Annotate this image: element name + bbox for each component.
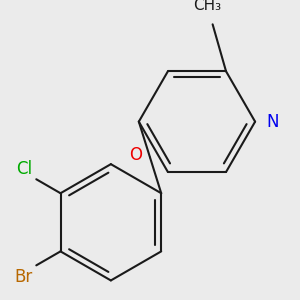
Text: Br: Br (15, 268, 33, 286)
Text: O: O (129, 146, 142, 164)
Text: CH₃: CH₃ (193, 0, 221, 13)
Text: Cl: Cl (16, 160, 32, 178)
Text: N: N (266, 113, 279, 131)
